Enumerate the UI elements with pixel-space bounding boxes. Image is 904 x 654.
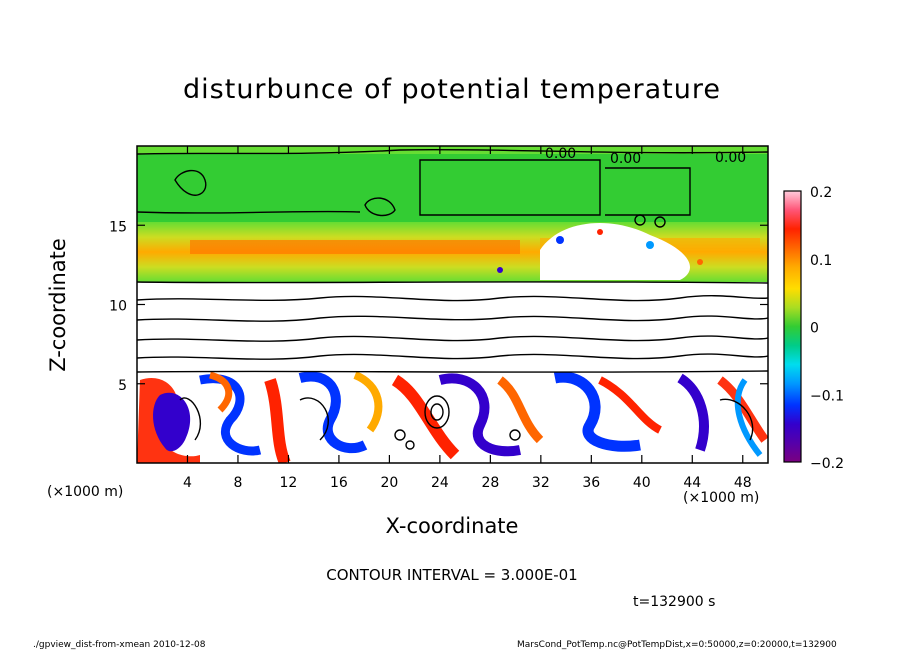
x-axis: 4 8 12 16 20 24 28 32 36 40 44 48 [183,146,752,491]
heatmap-field [137,146,768,463]
y-tick-label: 10 [109,299,127,315]
contour-interval: CONTOUR INTERVAL = 3.000E-01 [326,566,578,584]
colorbar-tick-label: 0.1 [810,253,832,269]
x-tick-label: 44 [683,475,701,491]
x-tick-label: 16 [330,475,348,491]
x-tick-label: 4 [183,475,192,491]
chart-title: disturbunce of potential temperature [183,74,721,105]
colorbar-ticks: 0.2 0.1 0 −0.1 −0.2 [810,185,844,472]
x-tick-label: 28 [481,475,499,491]
x-tick-label: 40 [633,475,651,491]
contour-labels: 0.00 0.00 0.00 [545,146,746,167]
x-tick-label: 36 [582,475,600,491]
x-tick-label: 20 [380,475,398,491]
time-label: t=132900 s [633,594,716,610]
y-axis-label: Z-coordinate [46,238,70,372]
x-unit-left: (×1000 m) [47,484,124,500]
footer-left: ./gpview_dist-from-xmean 2010-12-08 [33,640,206,650]
y-axis: 5 10 15 [109,219,768,394]
colorbar [783,190,802,463]
contour-label: 0.00 [610,151,641,167]
y-tick-label: 5 [118,378,127,394]
colorbar-tick-label: −0.2 [810,456,844,472]
colorbar-tick-label: −0.1 [810,388,844,404]
x-tick-label: 48 [734,475,752,491]
contour-label: 0.00 [715,150,746,166]
x-axis-label: X-coordinate [385,514,519,538]
x-tick-label: 32 [532,475,550,491]
y-tick-label: 15 [109,219,127,235]
contour-label: 0.00 [545,146,576,162]
contour-lines [137,148,768,450]
footer-right: MarsCond_PotTemp.nc@PotTempDist,x=0:5000… [517,640,837,650]
x-tick-label: 12 [280,475,298,491]
x-tick-label: 8 [233,475,242,491]
colorbar-tick-label: 0 [810,321,819,337]
x-tick-label: 24 [431,475,449,491]
x-unit-right: (×1000 m) [683,490,760,506]
colorbar-tick-label: 0.2 [810,185,832,201]
